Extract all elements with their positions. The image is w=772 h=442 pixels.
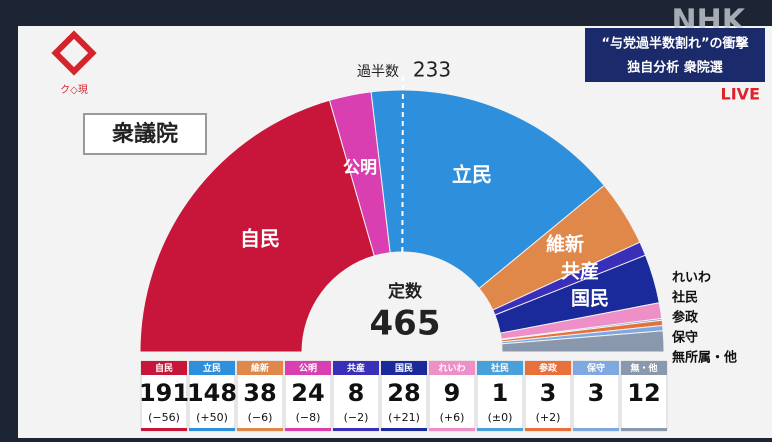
chart-title: 衆議院 (112, 121, 178, 147)
arcs (139, 89, 665, 353)
arc-label: 無所属・他 (672, 350, 737, 366)
arc-label: 公明 (343, 158, 377, 178)
table-value: 3 (588, 379, 605, 407)
table-header-bg (189, 361, 235, 375)
table-change: (+21) (388, 411, 420, 424)
table-header: 社民 (490, 362, 509, 374)
table-header: 共産 (347, 362, 365, 374)
table-change: (+6) (440, 411, 465, 424)
arc-segment (501, 330, 665, 353)
table-change: (−56) (148, 411, 180, 424)
table-header-bg (477, 361, 523, 375)
headline: 独自分析 衆院選 (627, 60, 723, 76)
table-value: 191 (139, 379, 189, 407)
arc-label: 保守 (671, 330, 698, 346)
live: LIVE (721, 85, 760, 104)
table-header-bg (381, 361, 427, 375)
majority-line (401, 75, 404, 253)
logo-mark (51, 30, 97, 76)
table-value: 24 (291, 379, 324, 407)
total-label: 定数 (388, 281, 423, 302)
majority-label: 過半数 (357, 64, 399, 80)
table-underline (285, 428, 331, 431)
table: 自民 191 (−56) 公明 24 (−8) 立民 148 (+50) 維新 38 (−6) 共産 8 (… (139, 360, 668, 432)
table-header-bg (285, 361, 331, 375)
table-header: 立民 (203, 362, 221, 374)
table-header-bg (525, 361, 571, 375)
table-value: 38 (243, 379, 276, 407)
table-underline (429, 428, 475, 431)
table-underline (525, 428, 571, 431)
table-underline (477, 428, 523, 431)
total: 465 (370, 304, 441, 344)
table-header-bg (429, 361, 475, 375)
table-value: 8 (348, 379, 365, 407)
majority: 233 (413, 58, 451, 82)
table-underline (333, 428, 379, 431)
table-value: 12 (627, 379, 660, 407)
table-header: 保守 (586, 362, 605, 374)
table-underline (141, 428, 187, 431)
title-box (83, 113, 207, 155)
headline: “与党過半数割れ”の衝撃 (601, 36, 748, 52)
arc-label: 共産 (561, 260, 599, 283)
table-underline (237, 428, 283, 431)
table-change: (+50) (196, 411, 228, 424)
table-header: 公明 (299, 363, 317, 374)
table-value: 3 (540, 379, 557, 407)
table-underline (381, 428, 427, 431)
table-change: (−8) (296, 411, 321, 424)
arc-label: 立民 (452, 163, 492, 187)
arc-segment (370, 89, 605, 290)
table-header: 維新 (251, 362, 269, 374)
table-header-bg (333, 361, 379, 375)
table-change: (−6) (248, 411, 273, 424)
table-header: 参政 (539, 362, 558, 374)
table-header-bg (621, 361, 667, 375)
table-header: れいわ (438, 363, 465, 374)
table-underline (189, 428, 235, 431)
table-header-bg (141, 361, 187, 375)
arc-segment (139, 99, 375, 353)
table-underline (621, 428, 667, 431)
arc-label: れいわ (672, 271, 711, 286)
table-value: 28 (387, 379, 420, 407)
arc-label: 自民 (240, 227, 280, 251)
arc-label: 参政 (672, 310, 699, 326)
arc-label: 社民 (671, 290, 698, 306)
logo: ク◇現 (60, 84, 88, 96)
table-header: 無・他 (630, 362, 657, 374)
table-header: 自民 (155, 362, 173, 374)
table-header-bg (237, 361, 283, 375)
table-change: (+2) (536, 411, 561, 424)
table-value: 148 (187, 379, 237, 407)
table-change: (−2) (344, 411, 369, 424)
arc-label: 国民 (571, 288, 609, 310)
table-value: 9 (444, 379, 461, 407)
table-change: (±0) (488, 411, 513, 424)
headline-box (585, 28, 765, 82)
table-header: 国民 (395, 363, 413, 374)
table-header-bg (573, 361, 619, 375)
table-value: 1 (492, 379, 509, 407)
arc-label: 維新 (546, 233, 584, 256)
table-underline (573, 428, 619, 431)
